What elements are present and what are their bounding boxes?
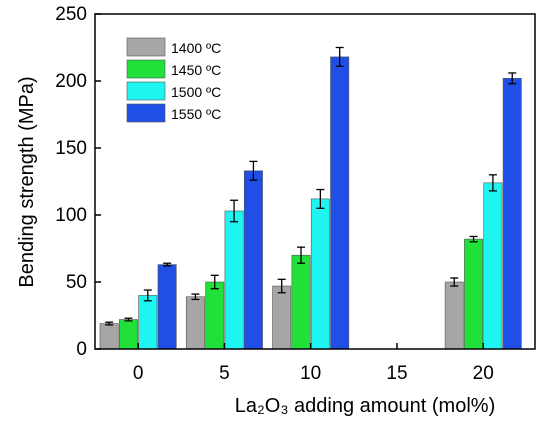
error-bars-group — [105, 46, 517, 326]
x-axis-label: La₂O₃ adding amount (mol%) — [235, 395, 495, 417]
y-axis-ticks: 0 50 100 150 200 250 — [55, 4, 101, 360]
x-tick-label: 15 — [386, 363, 407, 384]
bars-group — [99, 56, 522, 350]
legend-swatch — [126, 37, 166, 57]
bar — [119, 319, 138, 350]
bar — [185, 296, 205, 350]
legend-label: 1500 ºC — [171, 84, 221, 100]
bar — [483, 182, 503, 350]
x-tick-label: 5 — [219, 363, 230, 384]
legend-label: 1400 ºC — [171, 40, 221, 56]
plot-frame — [94, 13, 536, 350]
legend-label: 1450 ºC — [171, 62, 221, 78]
legend: 1400 ºC 1450 ºC 1500 ºC 1550 ºC — [126, 37, 221, 123]
x-tick-label: 20 — [473, 363, 494, 384]
y-tick-label: 200 — [55, 71, 87, 92]
x-tick-label: 10 — [300, 363, 321, 384]
legend-swatch — [126, 103, 166, 123]
y-tick-label: 50 — [66, 272, 87, 293]
legend-swatch — [126, 59, 166, 79]
bar — [291, 254, 311, 350]
bar — [444, 281, 464, 350]
legend-label: 1550 ºC — [171, 106, 221, 122]
bar — [502, 78, 522, 350]
y-tick-label: 100 — [55, 205, 87, 226]
bar — [99, 323, 119, 350]
bar — [157, 264, 177, 350]
x-tick-label: 0 — [133, 363, 144, 384]
y-tick-label: 0 — [76, 339, 87, 360]
bar — [464, 238, 484, 350]
bar — [138, 295, 158, 350]
legend-swatch — [126, 81, 166, 101]
bar — [330, 56, 350, 350]
bar — [243, 170, 263, 350]
y-tick-label: 150 — [55, 138, 87, 159]
bar — [205, 281, 225, 350]
bar — [272, 285, 292, 350]
y-tick-label: 250 — [55, 4, 87, 25]
bar — [310, 198, 330, 350]
x-axis-ticks: 0 5 10 15 20 — [133, 343, 494, 384]
y-axis-label: Bending strength (MPa) — [16, 76, 38, 287]
bar — [224, 210, 244, 350]
